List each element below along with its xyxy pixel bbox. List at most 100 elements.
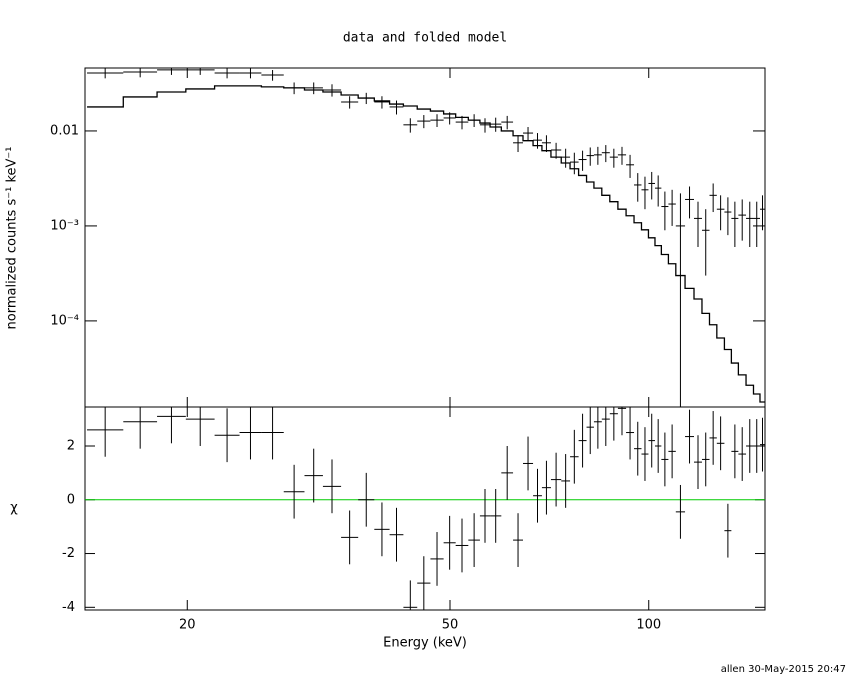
data-point: [685, 409, 695, 464]
y-tick-label: 10⁻⁴: [50, 313, 79, 328]
x-tick-label: 20: [179, 618, 196, 633]
data-point: [157, 407, 186, 444]
data-point: [523, 436, 534, 491]
y-tick-label: -2: [62, 546, 75, 561]
data-point: [716, 195, 725, 231]
data-point: [214, 68, 240, 79]
data-point: [731, 424, 739, 479]
data-point: [641, 427, 649, 481]
data-point: [261, 407, 284, 460]
data-point: [694, 201, 702, 247]
top-frame: [84, 67, 766, 408]
data-point: [403, 118, 418, 133]
y-tick-label: -4: [62, 600, 75, 615]
data-point: [490, 489, 502, 543]
data-point: [239, 407, 262, 460]
data-point: [724, 503, 732, 558]
data-point: [533, 468, 542, 523]
data-point: [533, 133, 542, 149]
data-point: [403, 580, 418, 610]
data-point: [214, 408, 240, 463]
data-point: [626, 154, 635, 178]
data-point: [479, 118, 491, 133]
data-point: [501, 445, 514, 500]
data-point: [661, 432, 669, 487]
data-point: [609, 407, 618, 441]
data-point: [523, 127, 534, 141]
data-point: [578, 413, 587, 468]
data-point: [430, 114, 444, 128]
data-point: [304, 448, 323, 503]
data-point: [322, 459, 342, 514]
data-point: [578, 150, 587, 171]
footer: allen 30-May-2015 20:47: [721, 664, 846, 675]
data-point: [586, 147, 594, 166]
data-point: [550, 142, 562, 159]
data-point: [668, 424, 676, 479]
data-point: [561, 454, 571, 508]
data-point: [374, 502, 390, 557]
data-point: [541, 135, 551, 153]
y-tick-label: 10⁻³: [50, 218, 79, 233]
data-point: [716, 416, 725, 471]
y-axis-label: χ: [10, 501, 18, 516]
data-point: [123, 68, 158, 78]
data-point: [87, 68, 124, 79]
data-point: [417, 115, 431, 129]
data-point: [341, 510, 359, 565]
data-point: [738, 199, 747, 241]
data-point: [501, 115, 514, 130]
data-point: [759, 417, 765, 472]
data-point: [685, 186, 695, 219]
data-point: [654, 175, 662, 207]
y-tick-label: 0.01: [50, 123, 79, 138]
data-point: [443, 515, 456, 570]
data-point: [626, 407, 635, 460]
data-point: [389, 100, 404, 115]
data-point: [430, 532, 444, 586]
data-point: [609, 148, 618, 168]
data-point: [746, 201, 754, 247]
data-point: [753, 201, 760, 247]
data-point: [586, 407, 594, 455]
data-point: [455, 115, 469, 130]
data-point: [570, 429, 579, 484]
data-point: [157, 68, 186, 75]
data-point: [731, 201, 739, 247]
x-tick-label: 100: [636, 618, 661, 633]
data-point: [417, 556, 431, 610]
data-point: [661, 191, 669, 231]
data-point: [358, 472, 375, 527]
data-point: [634, 421, 642, 476]
data-point: [709, 411, 717, 465]
data-point: [654, 419, 662, 473]
data-point: [239, 68, 262, 79]
data-point: [550, 452, 562, 507]
data-point: [479, 489, 491, 543]
data-point: [601, 145, 610, 163]
data-point: [753, 419, 760, 473]
data-point: [675, 193, 686, 407]
data-point: [322, 84, 342, 97]
data-point: [455, 518, 469, 573]
data-point: [87, 407, 124, 457]
data-point: [374, 96, 390, 109]
y-axis-label: normalized counts s⁻¹ keV⁻¹: [5, 147, 20, 330]
data-point: [701, 432, 710, 487]
x-tick-label: 50: [442, 618, 459, 633]
data-point: [304, 82, 323, 95]
data-point: [541, 460, 551, 515]
data-point: [634, 173, 642, 202]
data-point: [701, 209, 710, 276]
data-point: [668, 189, 676, 226]
data-point: [709, 183, 717, 213]
y-tick-label: 2: [67, 438, 75, 453]
chart-title: data and folded model: [343, 31, 507, 46]
data-point: [570, 152, 579, 175]
data-point: [648, 171, 655, 200]
data-point: [341, 96, 359, 109]
data-point: [283, 464, 305, 519]
data-point: [694, 435, 702, 490]
data-point: [601, 407, 610, 446]
